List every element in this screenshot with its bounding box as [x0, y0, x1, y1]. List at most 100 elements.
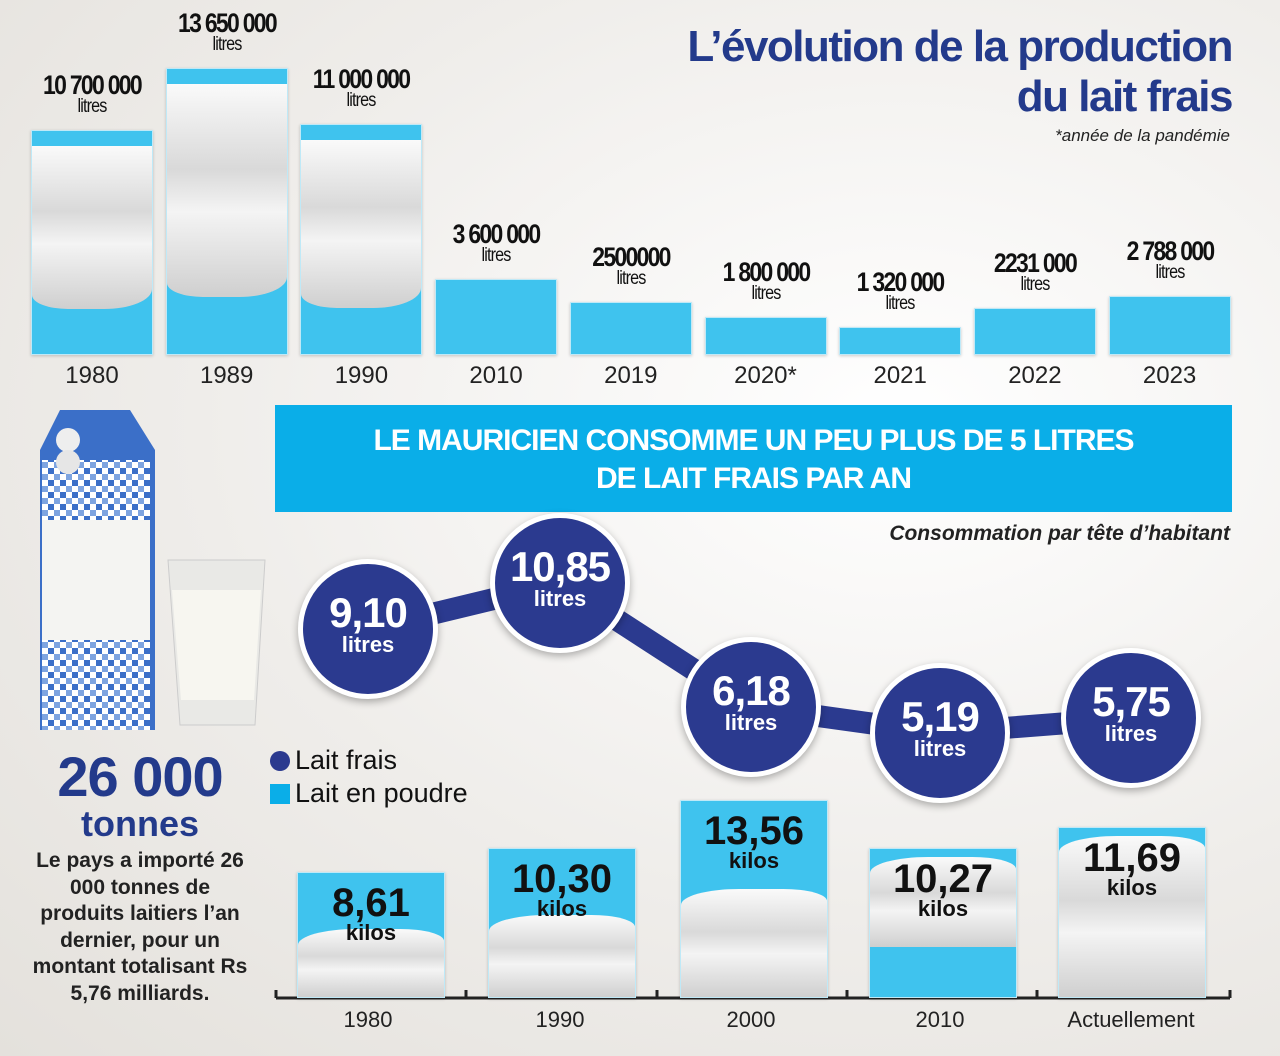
- bar-value-label: 13,56 kilos: [681, 809, 827, 874]
- point-unit: litres: [724, 709, 778, 735]
- bar-value-label: 3 600 000 litres: [427, 219, 565, 267]
- powder-bar: 8,61 kilos: [297, 872, 445, 998]
- unit-text: kilos: [1106, 875, 1158, 901]
- year-label: 2019: [604, 362, 658, 389]
- year-label: 2021: [873, 362, 927, 389]
- unit-text: kilos: [917, 896, 969, 922]
- footnote: *année de la pandémie: [1055, 126, 1230, 145]
- bar-value-label: 1 320 000 litres: [831, 267, 969, 315]
- unit-text: litres: [1155, 262, 1185, 284]
- production-bar: [300, 123, 423, 355]
- x-tick-label: 1990: [535, 1007, 585, 1032]
- milk-carton-illustration: [40, 410, 155, 730]
- milk-splash: [870, 857, 1016, 947]
- fresh-milk-point: 5,19 litres: [870, 662, 1010, 803]
- point-value: 9,10: [329, 589, 408, 637]
- unit-text: kilos: [728, 848, 780, 874]
- value-text: 1 320 000: [856, 267, 946, 298]
- year-label: 2022: [1008, 362, 1062, 389]
- production-bar: [973, 308, 1096, 355]
- value-text: 11,69: [1083, 836, 1181, 881]
- production-bar: [704, 317, 827, 355]
- point-value: 5,75: [1092, 678, 1171, 726]
- x-tick-label: 1980: [343, 1007, 393, 1032]
- value-text: 8,61: [332, 881, 410, 926]
- legend-item-fresh: Lait frais: [270, 744, 468, 777]
- imports-figure: 26 000 tonnes: [38, 748, 242, 842]
- bar-value-label: 8,61 kilos: [298, 881, 444, 946]
- title-line-1: L’évolution de la production: [687, 22, 1233, 71]
- unit-text: litres: [212, 34, 242, 55]
- x-tick-label: 2000: [726, 1007, 776, 1032]
- banner-line-1: LE MAURICIEN CONSOMME UN PEU PLUS DE 5 L…: [373, 424, 1134, 457]
- fresh-milk-point: 9,10 litres: [298, 559, 438, 700]
- milk-glass-illustration: [167, 559, 266, 726]
- bar-value-label: 2231 000 litres: [966, 250, 1104, 296]
- powder-bar: 10,30 kilos: [488, 847, 636, 998]
- milk-splash: [32, 146, 152, 309]
- unit-text: litres: [77, 96, 107, 118]
- value-text: 10 700 000: [43, 70, 143, 101]
- circle-marker-icon: [270, 750, 290, 771]
- fresh-milk-point: 10,85 litres: [490, 513, 630, 653]
- point-value: 6,18: [712, 666, 791, 714]
- unit-text: kilos: [345, 920, 397, 946]
- square-marker-icon: [270, 783, 290, 804]
- unit-text: kilos: [536, 895, 588, 921]
- bar-value-label: 13 650 000 litres: [158, 8, 296, 55]
- title-line-2: du lait frais: [1016, 72, 1234, 121]
- x-tick-label: 2010: [915, 1007, 965, 1032]
- unit-text: litres: [481, 245, 512, 267]
- value-text: 11 000 000: [313, 63, 411, 94]
- value-text: 1 800 000: [722, 257, 811, 288]
- point-unit: litres: [341, 632, 395, 658]
- bar-value-label: 10 700 000 litres: [23, 70, 161, 118]
- fresh-milk-point: 5,75 litres: [1061, 648, 1201, 789]
- point-unit: litres: [533, 586, 587, 611]
- year-label: 2010: [469, 362, 523, 389]
- legend: Lait frais Lait en poudre: [270, 744, 468, 810]
- production-bar: [31, 130, 153, 355]
- milk-splash: [298, 928, 444, 997]
- point-unit: litres: [913, 735, 967, 761]
- point-unit: litres: [1104, 721, 1158, 747]
- milk-splash: [166, 84, 287, 297]
- value-text: 13 650 000: [177, 8, 278, 38]
- bar-value-label: 11 000 000 litres: [293, 63, 431, 111]
- year-label: 2020*: [734, 362, 797, 389]
- chart-title: L’évolution de la production du lait frai…: [687, 22, 1234, 122]
- legend-item-powder: Lait en poudre: [270, 777, 468, 810]
- value-text: 3 600 000: [452, 219, 542, 250]
- powder-bar: 10,27 kilos: [869, 848, 1017, 998]
- point-value: 10,85: [509, 543, 611, 590]
- unit-text: litres: [1020, 274, 1050, 296]
- bar-value-label: 11,69 kilos: [1059, 836, 1205, 901]
- unit-text: litres: [885, 293, 916, 315]
- year-label: 2023: [1142, 362, 1197, 389]
- headline-banner: LE MAURICIEN CONSOMME UN PEU PLUS DE 5 L…: [275, 405, 1232, 512]
- imports-unit: tonnes: [80, 803, 199, 844]
- year-label: 1980: [65, 362, 119, 389]
- bar-value-label: 10,30 kilos: [489, 856, 635, 921]
- value-text: 2500000: [592, 242, 671, 273]
- imports-description: Le pays a importé 26 000 tonnes de produ…: [32, 849, 248, 1005]
- unit-text: litres: [616, 268, 646, 290]
- value-text: 13,56: [703, 809, 805, 854]
- milk-splash: [681, 889, 827, 997]
- unit-text: litres: [346, 89, 377, 111]
- unit-text: litres: [750, 283, 781, 305]
- x-axis-ticks: [274, 990, 1232, 998]
- x-tick-label: Actuellement: [1067, 1007, 1195, 1032]
- banner-line-2: DE LAIT FRAIS PAR AN: [596, 462, 912, 495]
- production-bar: [1108, 296, 1231, 355]
- point-value: 5,19: [901, 692, 980, 740]
- bar-value-label: 2 788 000 litres: [1101, 238, 1239, 284]
- powder-bar: 13,56 kilos: [680, 800, 828, 998]
- milk-splash: [301, 139, 422, 308]
- value-text: 10,30: [511, 856, 613, 901]
- production-bar: [839, 327, 962, 355]
- bar-value-label: 1 800 000 litres: [697, 257, 835, 305]
- legend-label: Lait en poudre: [295, 778, 468, 808]
- bar-value-label: 2500000 litres: [562, 242, 700, 290]
- value-text: 10,27: [892, 857, 994, 902]
